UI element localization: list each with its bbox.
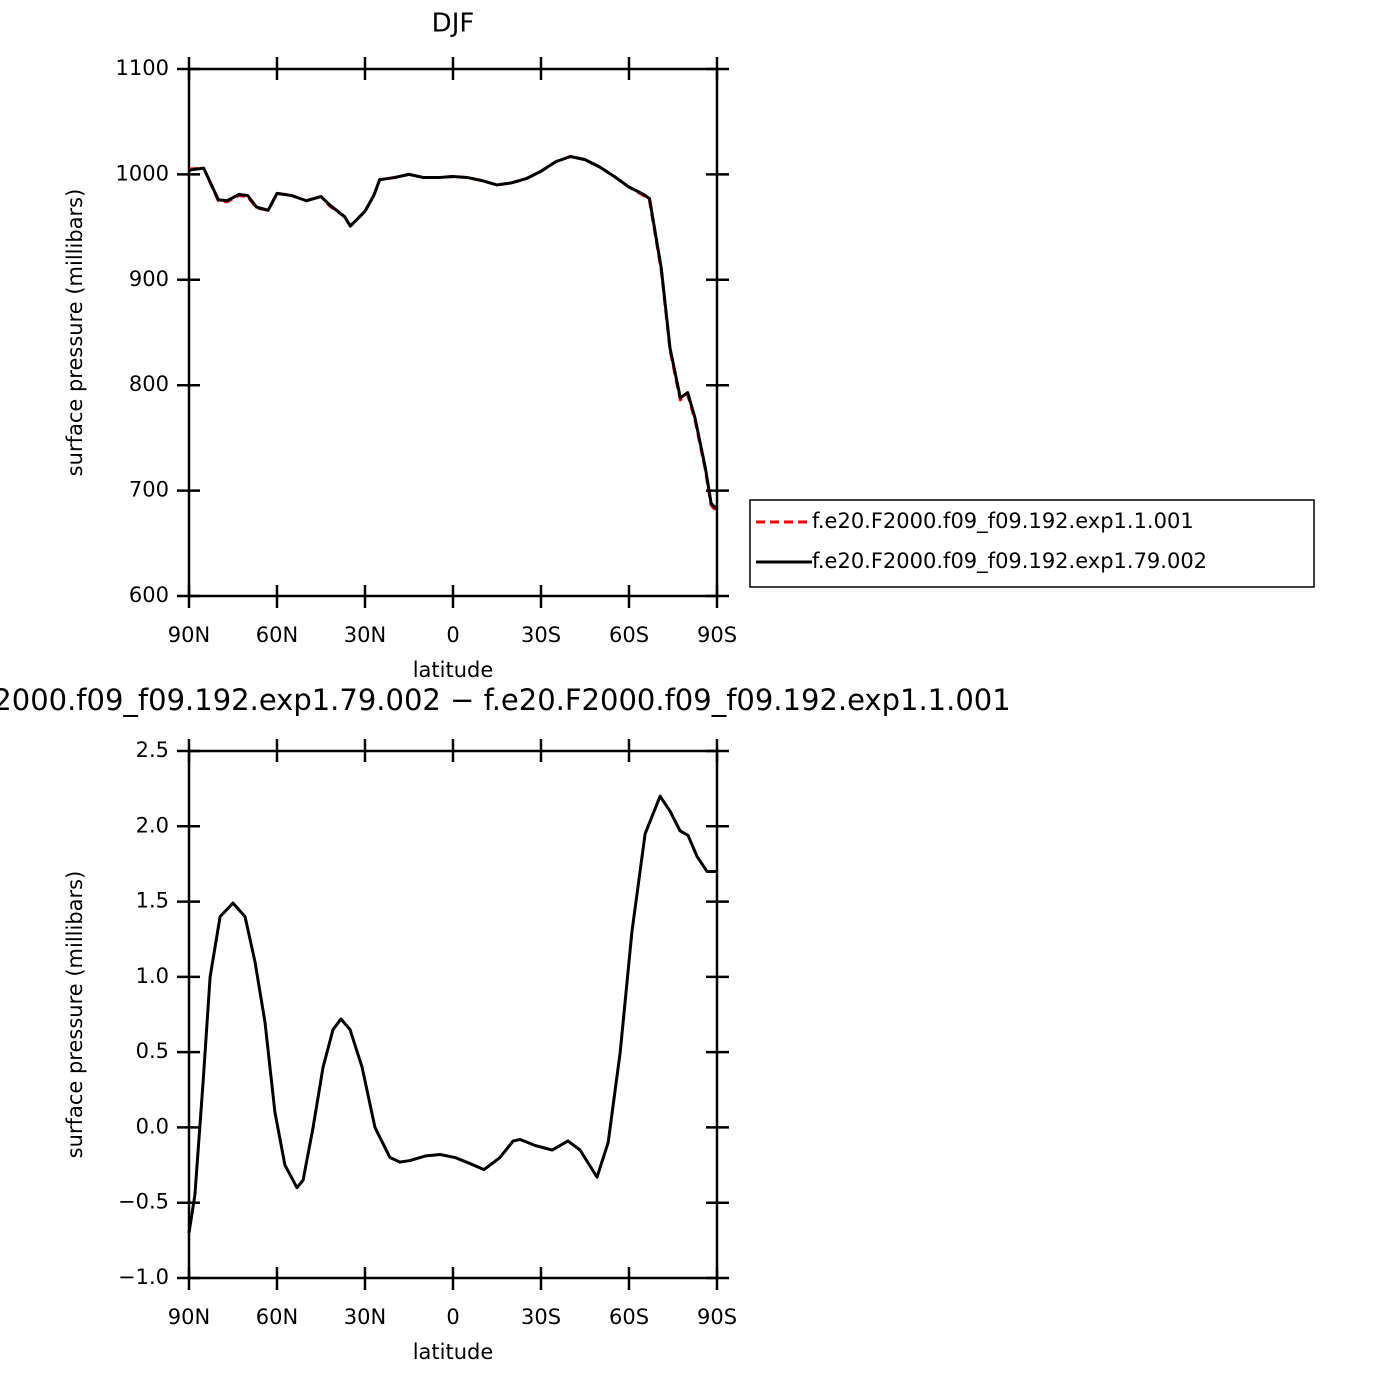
- y-tick-label: 1100: [116, 56, 169, 80]
- legend-box: [749, 499, 1315, 588]
- data-line: [188, 154, 719, 511]
- x-axis-label: latitude: [413, 658, 494, 682]
- legend-label: f.e20.F2000.f09_f09.192.exp1.1.001: [812, 509, 1194, 534]
- plot-frame: [187, 749, 719, 1280]
- x-tick-label: 30N: [344, 1305, 386, 1329]
- y-tick-label: 600: [129, 583, 169, 607]
- chart-title: f.e20.F2000.f09_f09.192.exp1.79.002 − f.…: [0, 683, 1011, 717]
- y-tick-label: 700: [129, 478, 169, 502]
- x-tick-label: 90N: [168, 623, 210, 647]
- x-tick-label: 60S: [609, 1305, 649, 1329]
- y-tick-label: 0.0: [136, 1114, 169, 1138]
- x-tick-label: 30N: [344, 623, 386, 647]
- y-tick-label: 800: [129, 372, 169, 396]
- y-tick-label: 1.0: [136, 964, 169, 988]
- x-tick-label: 30S: [521, 623, 561, 647]
- y-tick-label: 1.5: [136, 889, 169, 913]
- y-tick-label: 2.5: [136, 738, 169, 762]
- plot-frame: [187, 67, 719, 598]
- x-tick-label: 30S: [521, 1305, 561, 1329]
- x-tick-label: 90N: [168, 1305, 210, 1329]
- y-axis-label: surface pressure (millibars): [63, 871, 87, 1159]
- x-tick-label: 60S: [609, 623, 649, 647]
- x-tick-label: 0: [446, 623, 459, 647]
- y-tick-label: 1000: [116, 161, 169, 185]
- y-axis-label: surface pressure (millibars): [63, 189, 87, 477]
- data-line: [187, 794, 717, 1234]
- x-tick-label: 0: [446, 1305, 459, 1329]
- y-tick-label: −1.0: [118, 1265, 169, 1289]
- legend-label: f.e20.F2000.f09_f09.192.exp1.79.002: [812, 549, 1207, 574]
- y-tick-label: 0.5: [136, 1039, 169, 1063]
- y-tick-label: 2.0: [136, 813, 169, 837]
- x-tick-label: 90S: [697, 623, 737, 647]
- x-axis-label: latitude: [413, 1340, 494, 1364]
- x-tick-label: 90S: [697, 1305, 737, 1329]
- y-tick-label: −0.5: [118, 1190, 169, 1214]
- chart-title: DJF: [432, 9, 475, 39]
- x-tick-label: 60N: [256, 623, 298, 647]
- y-tick-label: 900: [129, 267, 169, 291]
- x-tick-label: 60N: [256, 1305, 298, 1329]
